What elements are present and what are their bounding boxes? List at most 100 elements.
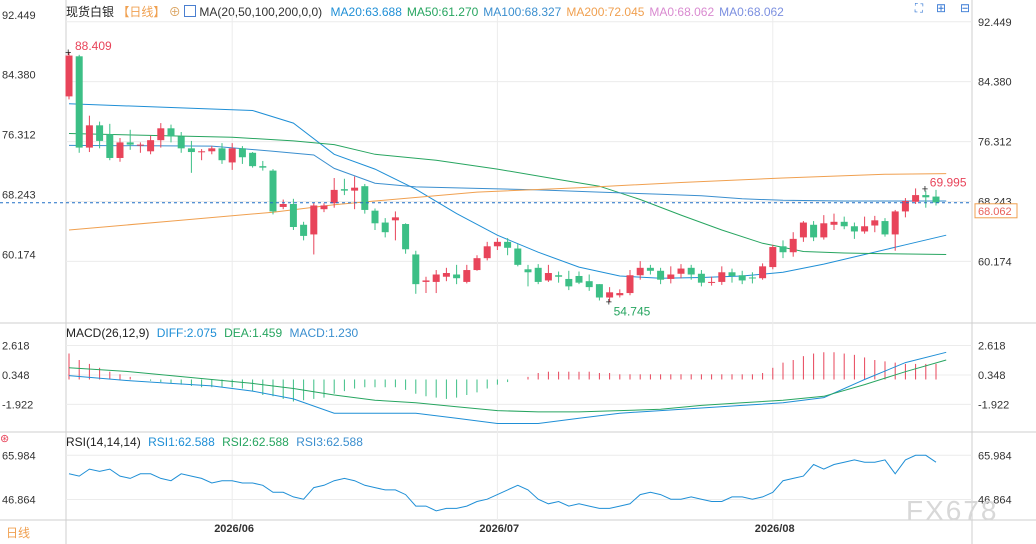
candle-body [810, 224, 818, 238]
candle-body [565, 278, 573, 287]
candle-body [932, 196, 940, 203]
candle-body [473, 258, 481, 271]
bottom-tab-daily[interactable]: 日线 [6, 526, 31, 540]
candle-body [779, 246, 787, 253]
rsi-tick-right: 65.984 [978, 450, 1012, 462]
ma-value-4: MA0:68.062 [649, 5, 715, 19]
rsi-tick-left: 46.864 [2, 495, 36, 507]
ma-value-1: MA50:61.270 [406, 5, 479, 19]
candle-body [218, 148, 226, 161]
candle-body [738, 275, 746, 281]
candle-body [340, 189, 348, 191]
macd-tick-left: 2.618 [2, 341, 30, 353]
macd-legend: MACD(26,12,9) DIFF:2.075 DEA:1.459 MACD:… [66, 326, 358, 340]
price-tick-left: 60.174 [2, 249, 36, 261]
date-tick-label: 2026/06 [214, 523, 254, 535]
candle-body [789, 238, 797, 253]
macd-title: MACD(26,12,9) [66, 326, 150, 340]
candle-body [840, 221, 848, 227]
macd-dea-line [68, 359, 947, 413]
macd-tick-left: 0.348 [2, 370, 30, 382]
candle-body [85, 125, 93, 148]
candle-body [606, 292, 614, 298]
price-tick-right: 76.312 [978, 137, 1012, 149]
watermark: FX678 [906, 495, 999, 526]
moving-average-ma20 [68, 103, 947, 279]
ma-value-2: MA100:68.327 [483, 5, 562, 19]
grid-layout-icon[interactable]: ⊟ [959, 1, 971, 15]
candle-body [759, 266, 767, 279]
indicator-toggle[interactable] [184, 5, 197, 17]
candle-body [300, 224, 308, 236]
low-annotation: 54.745 [614, 305, 651, 319]
ma-values: MA20:63.688 MA50:61.270 MA100:68.327 MA200:… [326, 5, 784, 19]
current-price-tag-bg [974, 203, 1018, 219]
settings-icon[interactable]: ⊕ [168, 5, 181, 19]
candle-body [442, 273, 450, 277]
candle-body [667, 274, 675, 279]
candle-body [106, 134, 114, 158]
candle-body [208, 148, 216, 152]
rsi3-value: RSI3:62.588 [296, 435, 363, 449]
alert-icon[interactable]: ⊛ [0, 433, 10, 445]
period-tag[interactable]: 【日线】 [117, 5, 166, 19]
candle-body [65, 55, 73, 97]
candle-body [157, 128, 165, 141]
add-indicator-icon[interactable]: ⊞ [935, 1, 947, 15]
candle-body [514, 248, 522, 265]
candle-body [259, 166, 267, 168]
rsi2-value: RSI2:62.588 [222, 435, 289, 449]
current-price-tag: 68.062 [978, 206, 1012, 218]
rsi-tick-right: 46.864 [978, 495, 1012, 507]
candle-body [595, 284, 603, 298]
date-tick-label: 2026/07 [479, 523, 519, 535]
candle-body [75, 56, 83, 148]
fullscreen-icon[interactable]: ⛶ [914, 1, 924, 15]
price-tick-left: 76.312 [2, 130, 36, 142]
rsi-legend: RSI(14,14,14) RSI1:62.588 RSI2:62.588 RS… [66, 435, 363, 449]
candle-body [310, 205, 318, 235]
candle-body [483, 246, 491, 259]
candle-body [912, 195, 920, 202]
candle-body [687, 267, 695, 275]
candle-body [289, 203, 297, 228]
candle-body [585, 281, 593, 288]
candle-body [871, 220, 879, 226]
candle-body [422, 280, 430, 282]
low-marker-icon: + [606, 297, 612, 309]
candle-body [269, 170, 277, 212]
candle-body [167, 128, 175, 137]
candle-body [534, 267, 542, 282]
candle-body [504, 241, 512, 248]
macd-diff-value: DIFF:2.075 [156, 326, 217, 340]
price-tick-left: 92.449 [2, 10, 36, 22]
candle-body [820, 223, 828, 238]
ma-indicator-name: MA(20,50,100,200,0,0) [199, 5, 323, 19]
price-tick-right: 60.174 [978, 256, 1012, 268]
candle-body [249, 152, 257, 167]
candle-body [524, 269, 532, 273]
candle-body [493, 241, 501, 247]
candle-body [96, 125, 104, 141]
rsi-title: RSI(14,14,14) [66, 435, 141, 449]
candle-body [850, 226, 858, 232]
candle-body [708, 281, 716, 283]
price-tick-right: 84.380 [978, 77, 1012, 89]
candle-body [228, 148, 236, 163]
candle-body [555, 275, 563, 277]
candle-body [116, 142, 124, 158]
candle-body [728, 272, 736, 276]
candle-body [126, 142, 134, 145]
candle-body [799, 222, 807, 238]
candle-body [626, 275, 634, 294]
moving-average-ma200 [68, 173, 947, 231]
candle-body [432, 274, 440, 282]
candle-body [697, 273, 705, 283]
candle-body [861, 226, 869, 232]
candle-body [636, 267, 644, 276]
candle-body [371, 210, 379, 224]
candle-body [575, 275, 583, 283]
candle-body [891, 211, 899, 235]
candle-body [881, 221, 889, 235]
